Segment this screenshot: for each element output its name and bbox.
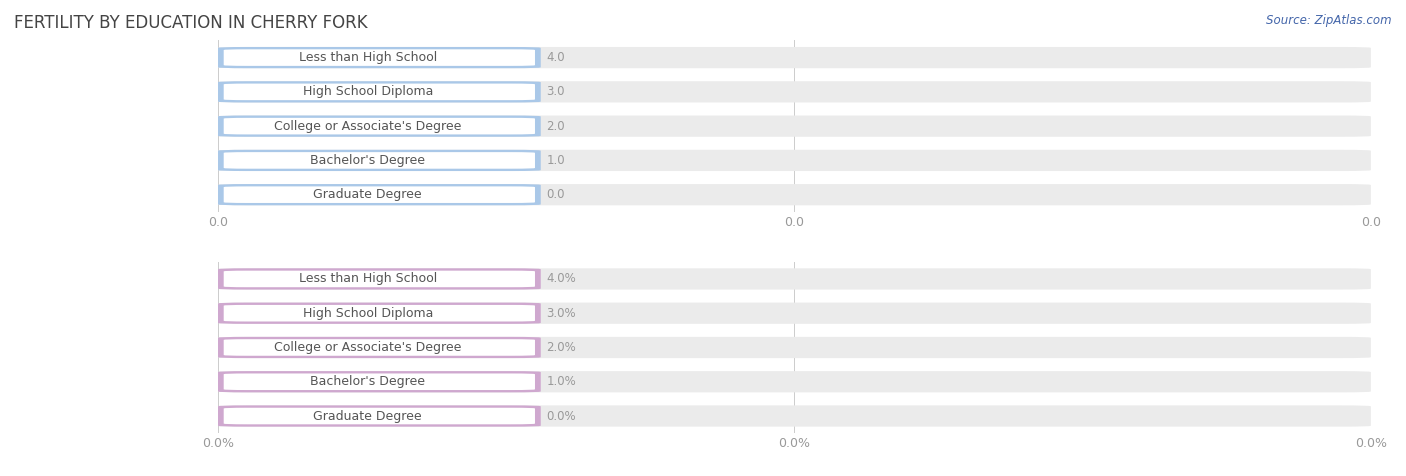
Text: 1.0%: 1.0%	[547, 375, 576, 388]
FancyBboxPatch shape	[224, 50, 534, 66]
Text: College or Associate's Degree: College or Associate's Degree	[274, 341, 461, 354]
FancyBboxPatch shape	[224, 84, 534, 100]
FancyBboxPatch shape	[218, 116, 1371, 137]
FancyBboxPatch shape	[224, 408, 534, 424]
FancyBboxPatch shape	[218, 371, 1371, 392]
FancyBboxPatch shape	[224, 339, 534, 356]
Text: Graduate Degree: Graduate Degree	[314, 409, 422, 423]
Text: Bachelor's Degree: Bachelor's Degree	[311, 375, 425, 388]
Text: Source: ZipAtlas.com: Source: ZipAtlas.com	[1267, 14, 1392, 27]
FancyBboxPatch shape	[218, 47, 1371, 68]
Text: High School Diploma: High School Diploma	[302, 307, 433, 320]
Text: Graduate Degree: Graduate Degree	[314, 188, 422, 201]
Text: Less than High School: Less than High School	[298, 272, 437, 286]
Text: 0.0%: 0.0%	[547, 409, 576, 423]
Text: FERTILITY BY EDUCATION IN CHERRY FORK: FERTILITY BY EDUCATION IN CHERRY FORK	[14, 14, 368, 32]
Text: 4.0%: 4.0%	[547, 272, 576, 286]
FancyBboxPatch shape	[218, 406, 1371, 426]
FancyBboxPatch shape	[224, 152, 534, 169]
FancyBboxPatch shape	[224, 305, 534, 321]
FancyBboxPatch shape	[218, 337, 1371, 358]
FancyBboxPatch shape	[224, 374, 534, 390]
FancyBboxPatch shape	[218, 184, 1371, 205]
Text: 4.0: 4.0	[547, 51, 565, 64]
FancyBboxPatch shape	[218, 303, 541, 324]
FancyBboxPatch shape	[218, 116, 541, 137]
Text: 3.0: 3.0	[547, 85, 565, 99]
Text: 3.0%: 3.0%	[547, 307, 576, 320]
Text: High School Diploma: High School Diploma	[302, 85, 433, 99]
Text: 2.0: 2.0	[547, 119, 565, 133]
FancyBboxPatch shape	[218, 150, 541, 171]
FancyBboxPatch shape	[218, 371, 541, 392]
FancyBboxPatch shape	[218, 406, 541, 426]
FancyBboxPatch shape	[218, 47, 541, 68]
Text: 1.0: 1.0	[547, 154, 565, 167]
FancyBboxPatch shape	[218, 268, 1371, 289]
Text: Less than High School: Less than High School	[298, 51, 437, 64]
FancyBboxPatch shape	[218, 184, 541, 205]
FancyBboxPatch shape	[218, 81, 541, 102]
FancyBboxPatch shape	[218, 150, 1371, 171]
FancyBboxPatch shape	[224, 118, 534, 134]
Text: 2.0%: 2.0%	[547, 341, 576, 354]
FancyBboxPatch shape	[218, 337, 541, 358]
Text: Bachelor's Degree: Bachelor's Degree	[311, 154, 425, 167]
Text: 0.0: 0.0	[547, 188, 565, 201]
FancyBboxPatch shape	[224, 271, 534, 287]
FancyBboxPatch shape	[218, 81, 1371, 102]
FancyBboxPatch shape	[218, 303, 1371, 324]
Text: College or Associate's Degree: College or Associate's Degree	[274, 119, 461, 133]
FancyBboxPatch shape	[224, 187, 534, 203]
FancyBboxPatch shape	[218, 268, 541, 289]
